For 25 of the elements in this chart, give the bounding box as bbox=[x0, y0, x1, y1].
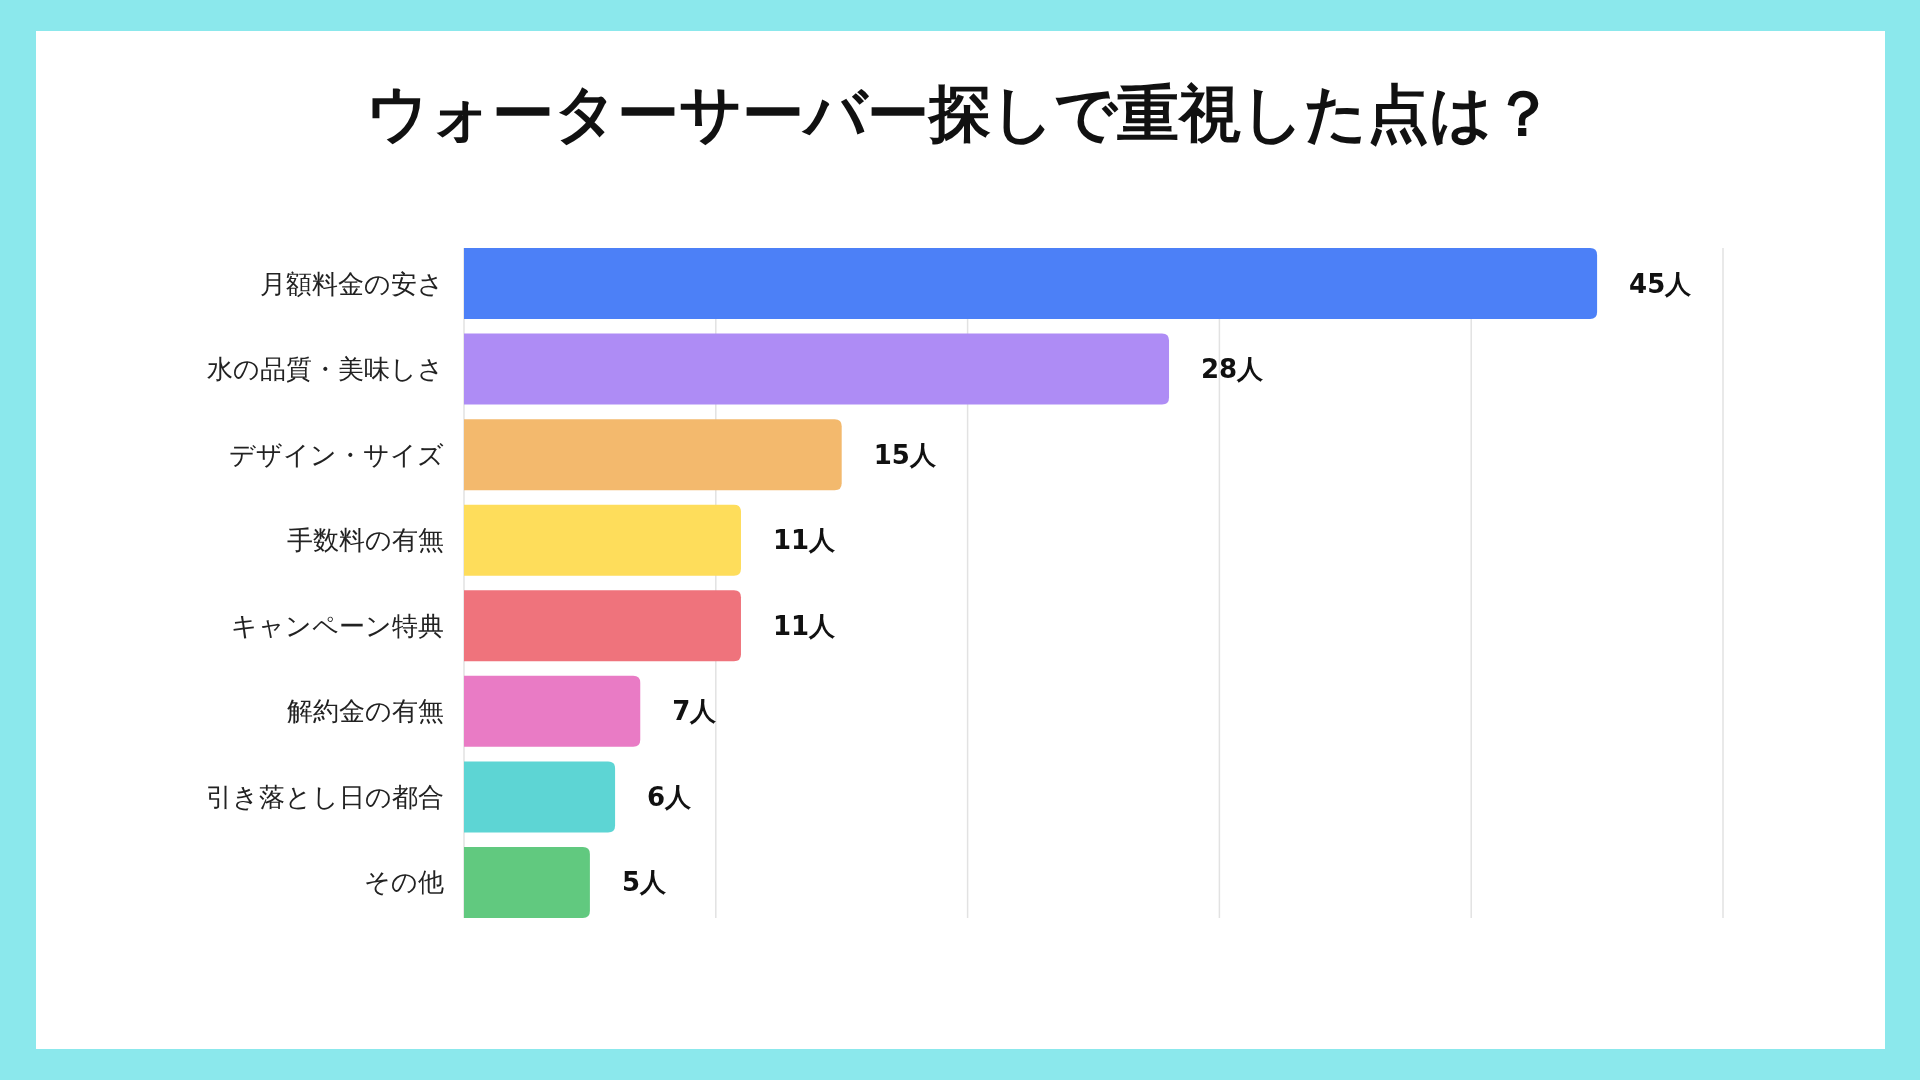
data-label: 11人 bbox=[772, 610, 837, 641]
data-label: 5人 bbox=[621, 867, 667, 898]
data-label: 15人 bbox=[873, 439, 937, 470]
bar bbox=[464, 333, 1170, 405]
bar bbox=[464, 419, 842, 491]
bar bbox=[464, 504, 741, 576]
data-label: 11人 bbox=[772, 525, 837, 556]
bar bbox=[464, 590, 741, 662]
bar bbox=[464, 248, 1598, 320]
y-tick-label: 解約金の有無 bbox=[287, 696, 444, 727]
data-label: 6人 bbox=[647, 781, 693, 812]
y-tick-label: その他 bbox=[364, 867, 444, 898]
bar bbox=[464, 761, 616, 833]
y-tick-label: 引き落とし日の都合 bbox=[206, 781, 444, 812]
y-tick-label: 水の品質・美味しさ bbox=[207, 354, 444, 385]
data-label: 45人 bbox=[1629, 268, 1693, 299]
bar bbox=[464, 846, 590, 918]
data-label: 7人 bbox=[672, 696, 718, 727]
y-tick-label: 月額料金の安さ bbox=[260, 268, 444, 299]
y-tick-label: 手数料の有無 bbox=[287, 525, 444, 556]
bar bbox=[464, 675, 641, 747]
y-tick-label: キャンペーン特典 bbox=[231, 610, 444, 641]
data-label: 28人 bbox=[1201, 354, 1265, 385]
y-tick-label: デザイン・サイズ bbox=[229, 439, 444, 470]
chart-title: ウォーターサーバー探しで重視した点は？ bbox=[366, 77, 1554, 150]
